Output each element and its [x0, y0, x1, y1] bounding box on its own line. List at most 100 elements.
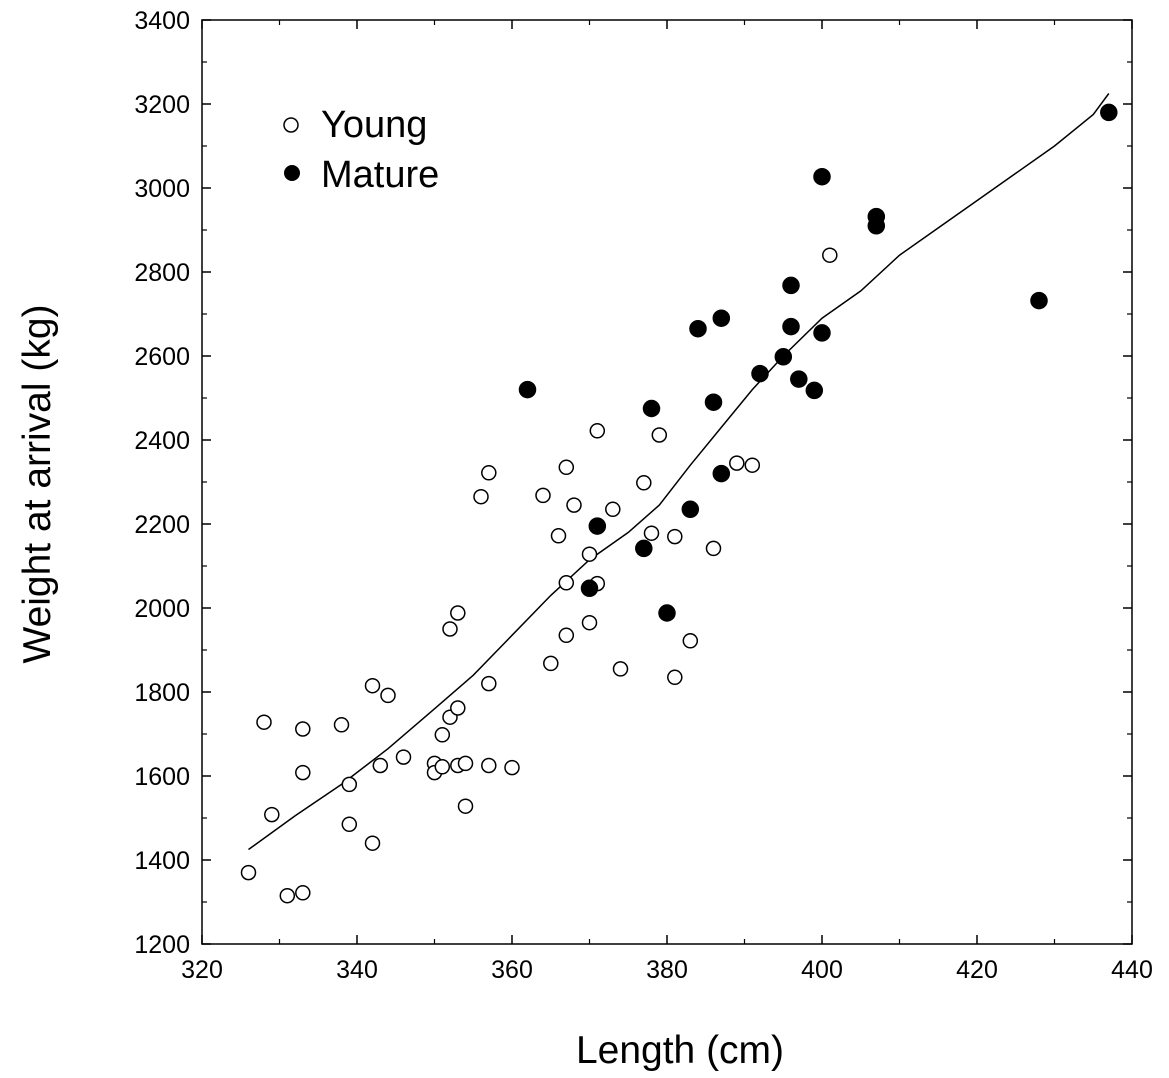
x-tick-label: 360: [491, 956, 533, 984]
x-tick-label: 340: [336, 956, 378, 984]
point-young: [457, 755, 474, 772]
point-young: [543, 655, 559, 672]
point-young: [240, 864, 257, 881]
point-mature: [588, 517, 607, 535]
point-mature: [518, 380, 537, 399]
y-tick-label: 2800: [134, 259, 190, 287]
point-mature: [774, 348, 793, 366]
point-mature: [813, 167, 831, 186]
point-young: [667, 528, 683, 545]
point-young: [558, 575, 575, 591]
point-mature: [782, 276, 800, 295]
point-mature: [751, 364, 769, 383]
point-young: [581, 614, 598, 631]
point-young: [442, 621, 458, 637]
y-tick-label: 1600: [134, 763, 190, 791]
point-young: [395, 749, 412, 765]
point-young: [558, 627, 575, 644]
point-young: [643, 525, 660, 541]
point-young: [434, 759, 451, 775]
y-tick-label: 1400: [134, 847, 190, 875]
point-mature: [813, 324, 831, 342]
axis-ticks: [201, 19, 1133, 945]
tick-labels: 320 340 360 380 400 420 440 1200 1400 1600 1800 200…: [134, 7, 1152, 984]
point-young: [295, 764, 311, 781]
point-mature: [782, 317, 800, 336]
point-young: [705, 540, 722, 557]
point-young: [729, 455, 745, 471]
point-mature: [704, 393, 723, 411]
point-mature: [689, 319, 707, 338]
point-young: [256, 714, 272, 730]
point-mature: [790, 370, 808, 388]
legend-marker-young: [283, 117, 299, 133]
point-young: [822, 247, 838, 263]
point-young: [450, 605, 466, 621]
point-young: [473, 488, 489, 505]
point-young: [434, 727, 451, 743]
point-young: [264, 806, 280, 823]
point-mature: [580, 579, 599, 598]
y-tick-label: 2000: [134, 595, 190, 623]
y-tick-label: 3400: [134, 7, 190, 35]
y-tick-label: 2200: [134, 511, 190, 539]
point-young: [333, 717, 350, 733]
data-points: [240, 103, 1118, 904]
point-mature: [658, 604, 676, 622]
point-mature: [805, 381, 824, 400]
point-young: [550, 528, 567, 544]
point-young: [558, 459, 575, 476]
point-young: [535, 487, 551, 504]
point-young: [504, 759, 520, 776]
point-young: [667, 669, 683, 686]
point-young: [581, 546, 598, 562]
point-mature: [867, 217, 886, 235]
y-tick-label: 1200: [134, 931, 190, 959]
point-young: [481, 465, 497, 481]
point-mature: [681, 500, 700, 519]
y-tick-label: 2600: [134, 343, 190, 371]
point-young: [605, 501, 621, 518]
point-mature: [635, 539, 653, 558]
legend: Young Mature: [283, 104, 439, 196]
legend-marker-mature: [284, 165, 300, 181]
point-young: [364, 835, 381, 851]
point-young: [566, 497, 582, 513]
point-mature: [712, 464, 731, 483]
point-young: [481, 757, 497, 774]
point-young: [295, 885, 311, 901]
legend-label-young: Young: [321, 104, 427, 146]
y-tick-label: 3200: [134, 91, 190, 119]
point-young: [457, 798, 474, 814]
point-young: [341, 776, 358, 793]
x-axis-title: Length (cm): [576, 1029, 784, 1072]
x-tick-label: 440: [1111, 956, 1153, 984]
point-young: [481, 675, 497, 692]
point-young: [744, 457, 761, 473]
point-mature: [642, 399, 661, 418]
point-young: [364, 677, 381, 694]
y-tick-label: 3000: [134, 175, 190, 203]
x-tick-label: 380: [646, 956, 688, 984]
point-young: [372, 757, 389, 774]
point-mature: [1100, 103, 1118, 122]
point-mature: [712, 309, 731, 327]
legend-label-mature: Mature: [321, 154, 439, 196]
y-tick-label: 1800: [134, 679, 190, 707]
point-young: [279, 887, 296, 904]
x-tick-label: 400: [801, 956, 843, 984]
point-young: [450, 700, 466, 716]
point-young: [682, 633, 699, 649]
x-tick-label: 420: [956, 956, 998, 984]
point-young: [612, 661, 629, 677]
point-young: [589, 423, 606, 439]
point-young: [341, 816, 358, 833]
point-young: [636, 475, 652, 491]
y-tick-label: 2400: [134, 427, 190, 455]
x-tick-label: 320: [181, 956, 223, 984]
point-young: [380, 687, 396, 704]
trend-line: [248, 93, 1110, 851]
point-young: [651, 427, 668, 443]
y-axis-title: Weight at arrival (kg): [16, 304, 59, 663]
